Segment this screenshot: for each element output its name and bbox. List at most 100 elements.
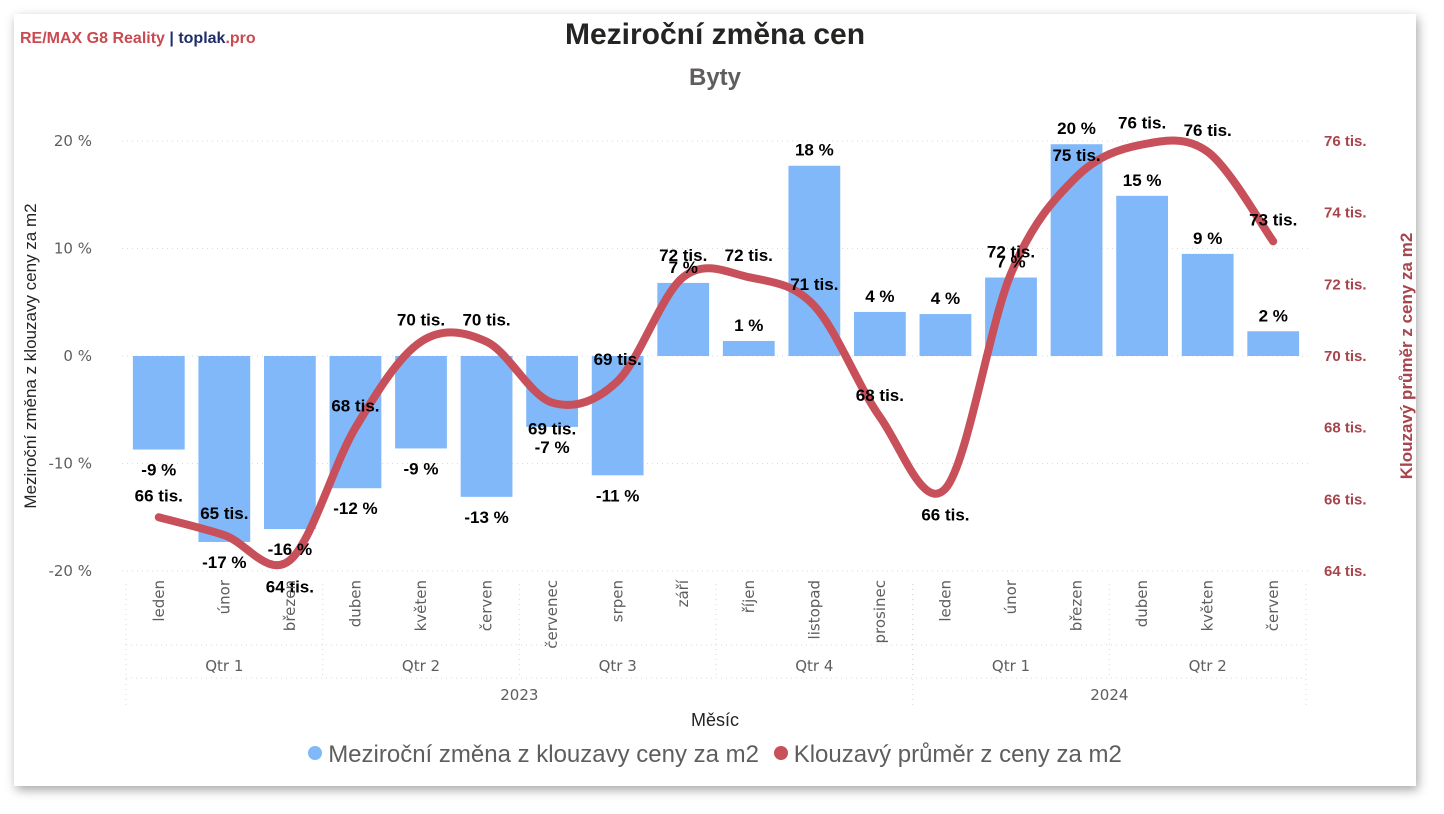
y-axis-title: Meziroční změna z klouzavy ceny za m2 (21, 203, 40, 508)
bar-data-label: -11 % (596, 486, 639, 505)
bar-data-label: -12 % (333, 499, 377, 518)
bar-data-label: 1 % (734, 316, 763, 335)
bar (132, 356, 185, 450)
y2-axis-title: Klouzavý průměr z ceny za m2 (1397, 233, 1416, 480)
brand-toplak-ext: .pro (225, 30, 256, 47)
x-axis-title: Měsíc (690, 710, 739, 730)
x-tick-label: únor (215, 579, 233, 614)
quarter-label: Qtr 3 (599, 657, 637, 675)
bar-data-label: -13 % (464, 508, 508, 527)
bar (263, 356, 316, 530)
bar (1181, 253, 1234, 356)
bar-data-label: 7 % (669, 258, 698, 277)
y2-tick-label: 68 tis. (1324, 420, 1367, 437)
chart-title: Meziroční změna cen (564, 18, 866, 51)
y2-tick-label: 76 tis. (1324, 133, 1367, 150)
brand-toplak: toplak (178, 30, 226, 47)
x-tick-label: květen (1199, 580, 1217, 631)
legend-item-bars[interactable]: Meziroční změna z klouzavy ceny za m2 (308, 741, 759, 769)
year-label: 2024 (1090, 686, 1128, 704)
x-tick-label: listopad (805, 580, 823, 639)
line-data-label: 72 tis. (987, 243, 1035, 262)
line-data-label: 66 tis. (135, 486, 183, 505)
x-tick-label: červenec (543, 580, 561, 649)
y2-tick-label: 72 tis. (1324, 276, 1367, 293)
x-tick-label: leden (150, 580, 168, 622)
bar-data-label: 4 % (931, 289, 960, 308)
quarter-label: Qtr 1 (992, 657, 1030, 675)
bar-data-label: 9 % (1193, 229, 1222, 248)
x-tick-label: březen (281, 580, 299, 631)
line-data-label: 69 tis. (528, 420, 576, 439)
y2-tick-label: 66 tis. (1324, 491, 1367, 508)
bar-data-label: -17 % (202, 553, 246, 572)
bar-data-label: 4 % (865, 287, 894, 306)
bar (460, 356, 513, 497)
combo-chart: -20 % -10 % 0 % 10 % 20 % 64 tis. 66 tis. 68 ti… (21, 114, 1416, 709)
line-data-label: 75 tis. (1052, 146, 1100, 165)
x-tick-label: červen (478, 580, 496, 631)
x-tick-label: březen (1068, 580, 1086, 631)
line-series (154, 136, 1278, 570)
bar-data-label: 2 % (1259, 306, 1288, 325)
line-data-label: 65 tis. (200, 504, 248, 523)
line-data-label: 72 tis. (725, 246, 773, 265)
bar-data-label: -16 % (268, 540, 312, 559)
y2-tick-label: 70 tis. (1324, 348, 1367, 365)
quarter-label: Qtr 2 (402, 657, 440, 675)
x-tick-label: duben (346, 580, 364, 627)
line-data-label: 72 tis. (659, 246, 707, 265)
chart-subtitle: Byty (688, 64, 742, 91)
legend-item-line[interactable]: Klouzavý průměr z ceny za m2 (773, 741, 1122, 769)
legend-dot-bars (308, 746, 323, 760)
bar-data-label: 7 % (996, 253, 1025, 272)
bar (198, 356, 251, 542)
chart-card: -20 % -10 % 0 % 10 % 20 % 64 tis. 66 tis. 68 ti… (14, 14, 1416, 786)
x-tick-label: říjen (740, 580, 758, 613)
line-data-label: 76 tis. (1118, 114, 1166, 133)
x-tick-label: srpen (609, 580, 627, 622)
line-data-label: 68 tis. (331, 397, 379, 416)
quarter-label: Qtr 4 (795, 657, 833, 675)
bar-data-label: -9 % (404, 459, 439, 478)
bar (853, 311, 906, 356)
x-tick-label: prosinec (871, 580, 889, 644)
y2-tick-label: 74 tis. (1324, 205, 1367, 222)
brand-remax: RE/MAX G8 Reality (20, 30, 165, 47)
x-tick-label: duben (1133, 580, 1151, 627)
y-tick-label: -20 % (48, 562, 92, 580)
x-tick-label: červen (1264, 580, 1282, 631)
y2-tick-label: 64 tis. (1324, 563, 1367, 580)
legend-label-line: Klouzavý průměr z ceny za m2 (793, 741, 1122, 768)
y-tick-label: 10 % (54, 240, 92, 258)
bar (591, 356, 644, 476)
line-data-label: 64 tis. (266, 577, 314, 596)
bar-data-label: 18 % (795, 141, 834, 160)
x-tick-label: září (674, 579, 692, 607)
line-data-label: 70 tis. (397, 311, 445, 330)
line-data-label: 68 tis. (856, 386, 904, 405)
bar (722, 340, 775, 356)
quarter-label: Qtr 1 (205, 657, 243, 675)
bar (919, 314, 972, 356)
bar (1247, 331, 1300, 356)
line-data-label: 71 tis. (790, 275, 838, 294)
quarter-label: Qtr 2 (1189, 657, 1227, 675)
bar-data-label: 15 % (1123, 171, 1162, 190)
bar (395, 356, 447, 449)
y-tick-label: 20 % (54, 132, 92, 150)
legend[interactable]: Meziroční změna z klouzavy ceny za m2 Kl… (0, 741, 1430, 769)
year-label: 2023 (500, 686, 538, 704)
x-tick-label: leden (936, 580, 954, 622)
legend-dot-line (773, 746, 788, 760)
legend-label-bars: Meziroční změna z klouzavy ceny za m2 (328, 741, 760, 768)
brand-logo: RE/MAX G8 Reality | toplak.pro (20, 30, 256, 48)
brand-separator: | (169, 30, 174, 47)
line-data-label: 70 tis. (462, 311, 510, 330)
x-tick-label: květen (412, 580, 430, 631)
bar (1116, 195, 1169, 356)
y-tick-label: -10 % (48, 455, 92, 473)
line-data-label: 76 tis. (1184, 121, 1232, 140)
x-tick-label: únor (1002, 579, 1020, 614)
bar-data-label: -7 % (535, 438, 570, 457)
